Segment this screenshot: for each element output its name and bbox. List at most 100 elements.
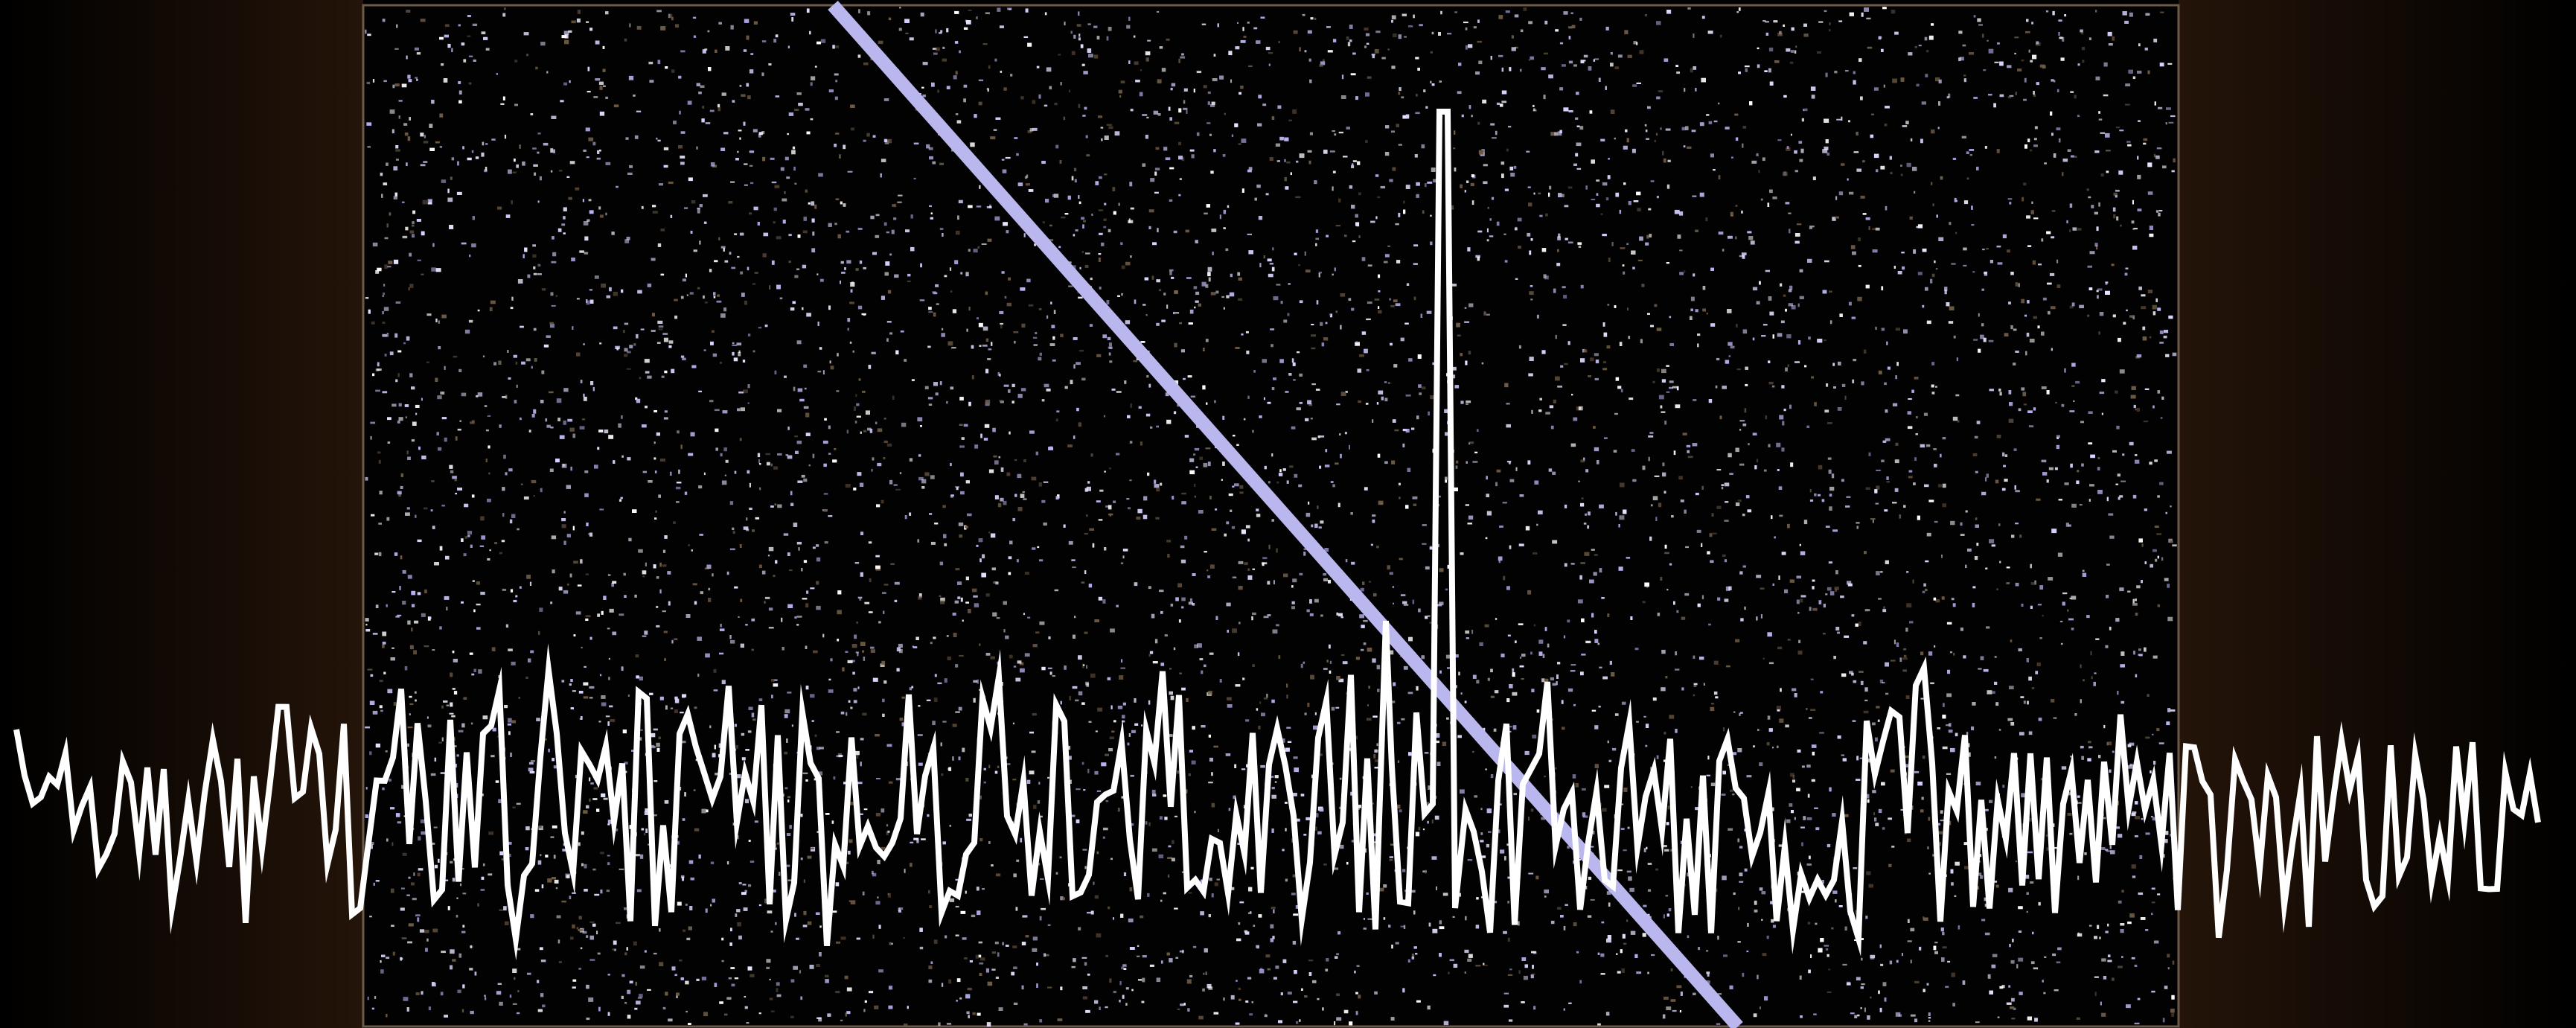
star — [802, 475, 805, 478]
star — [1079, 350, 1084, 352]
star — [1576, 951, 1579, 954]
star — [387, 417, 391, 420]
star — [1931, 130, 1934, 133]
star — [421, 613, 426, 617]
star — [1154, 111, 1159, 115]
star — [442, 417, 447, 419]
star — [2109, 43, 2113, 45]
star — [457, 754, 459, 756]
star — [624, 595, 627, 598]
star — [1297, 407, 1301, 410]
star — [510, 995, 511, 997]
star — [1398, 213, 1400, 217]
star — [552, 305, 556, 307]
star — [1055, 145, 1058, 149]
star — [994, 460, 999, 464]
star — [600, 852, 604, 854]
star — [1682, 127, 1686, 131]
star — [471, 674, 474, 676]
star — [610, 609, 614, 613]
star — [1911, 960, 1912, 963]
star — [1203, 348, 1205, 351]
star — [2071, 156, 2074, 158]
star — [1052, 360, 1056, 362]
star — [1849, 192, 1853, 195]
star — [1447, 33, 1451, 34]
star — [741, 644, 744, 648]
star — [2121, 957, 2123, 958]
star — [1209, 914, 1211, 917]
star — [884, 584, 889, 585]
star — [1210, 170, 1213, 173]
star — [2105, 133, 2110, 138]
star — [1043, 221, 1045, 223]
star — [744, 185, 748, 186]
star — [1936, 268, 1938, 269]
star — [859, 598, 861, 601]
star — [626, 137, 629, 139]
star — [1951, 882, 1954, 886]
star — [748, 884, 751, 887]
star — [1252, 430, 1253, 433]
star — [397, 615, 401, 616]
star — [1188, 375, 1192, 377]
star — [905, 515, 907, 519]
star — [801, 858, 803, 860]
star — [1372, 54, 1375, 55]
star — [1657, 756, 1659, 759]
star — [1086, 135, 1088, 138]
star — [1631, 251, 1635, 255]
star — [1907, 163, 1911, 167]
star — [1271, 519, 1274, 522]
star — [964, 957, 968, 960]
star — [1083, 997, 1087, 1000]
star — [1562, 64, 1566, 67]
star — [970, 960, 973, 962]
star — [1082, 115, 1085, 117]
star — [985, 400, 990, 404]
star — [887, 321, 892, 322]
star — [2057, 284, 2061, 288]
star — [706, 122, 711, 124]
star — [1531, 410, 1533, 414]
star — [1048, 668, 1052, 669]
star — [584, 252, 589, 255]
star — [1866, 871, 1870, 875]
star — [1690, 309, 1693, 312]
star — [567, 584, 569, 586]
star — [2138, 654, 2143, 656]
star — [717, 301, 722, 303]
star — [1265, 1015, 1268, 1017]
star — [931, 542, 936, 545]
star — [1256, 40, 1261, 44]
star — [942, 59, 947, 62]
star — [681, 356, 684, 358]
star — [1860, 97, 1863, 100]
star — [1399, 558, 1403, 561]
star — [1805, 109, 1808, 112]
star — [1884, 85, 1885, 88]
star — [1645, 14, 1647, 16]
star — [1628, 827, 1630, 829]
star — [1971, 727, 1974, 730]
star — [1137, 517, 1141, 520]
star — [1830, 591, 1835, 596]
star — [1666, 365, 1669, 367]
star — [2119, 587, 2123, 591]
star — [789, 261, 792, 263]
star — [720, 453, 723, 456]
star — [644, 833, 646, 835]
star — [2064, 368, 2065, 373]
star — [974, 249, 978, 252]
star — [1687, 450, 1690, 453]
star — [1809, 718, 1812, 719]
star — [2080, 504, 2083, 505]
star — [1202, 282, 1206, 287]
star — [942, 47, 945, 49]
star — [1120, 668, 1125, 669]
star — [1538, 511, 1543, 514]
star — [1378, 306, 1379, 309]
star — [524, 497, 529, 499]
star — [1711, 783, 1715, 787]
star — [655, 511, 656, 513]
